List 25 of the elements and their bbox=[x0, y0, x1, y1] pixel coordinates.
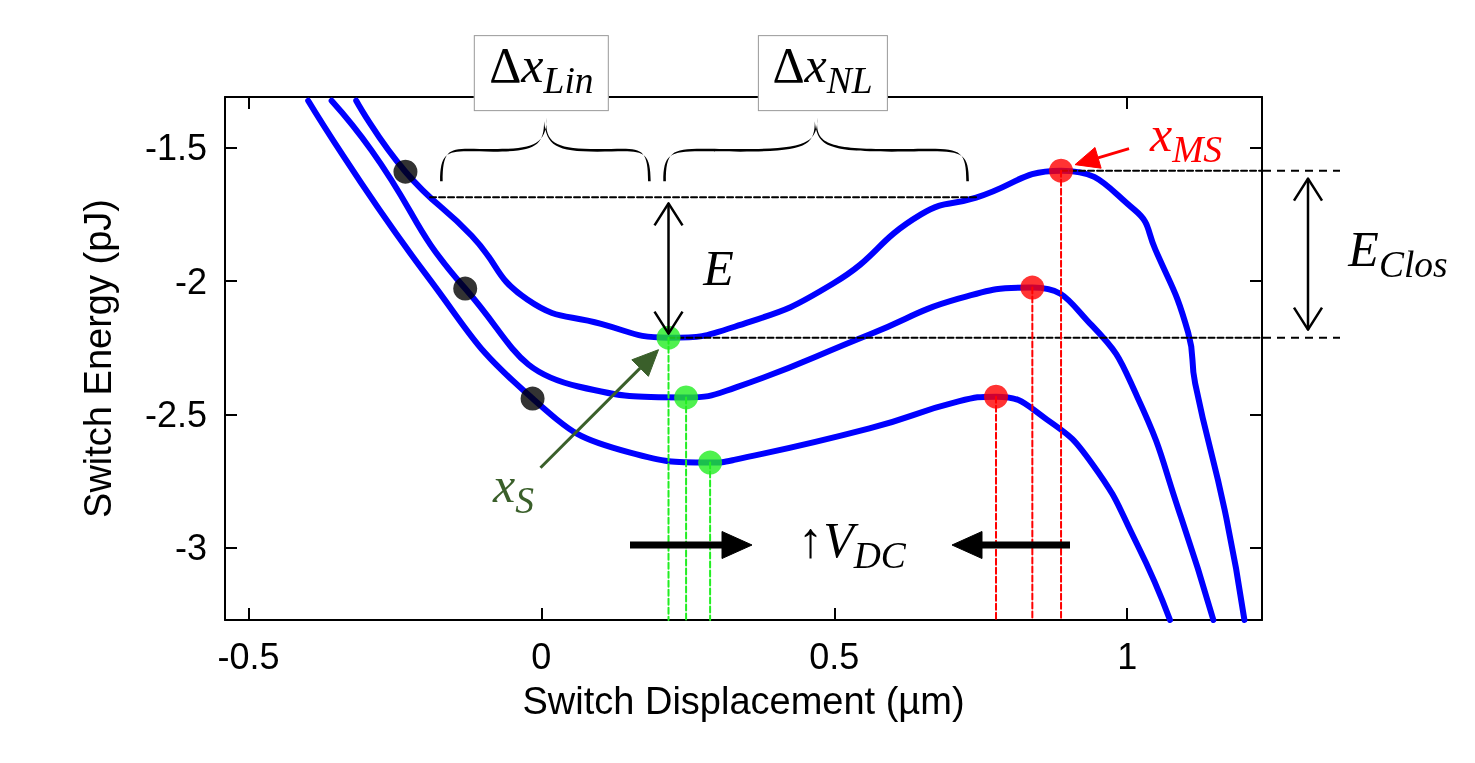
point bbox=[984, 384, 1009, 409]
annotation: x$_{MS}$ bbox=[1149, 105, 1223, 171]
annotation: x$_{S}$ bbox=[493, 456, 534, 522]
y-tick-label: -2 bbox=[174, 260, 207, 302]
point bbox=[520, 386, 545, 411]
annotation: Δx$_{Lin}$ bbox=[474, 35, 609, 112]
point bbox=[698, 450, 723, 475]
x-tick-label: 0 bbox=[531, 635, 552, 677]
y-tick-label: -1.5 bbox=[144, 127, 207, 169]
y-tick-label: -3 bbox=[174, 527, 207, 569]
point bbox=[393, 159, 418, 184]
point bbox=[453, 276, 478, 301]
x-tick-label: 1 bbox=[1117, 635, 1138, 677]
text: E$_{Clos}$ bbox=[1348, 221, 1448, 286]
x-tick-label: -0.5 bbox=[217, 635, 280, 677]
point bbox=[1020, 275, 1045, 300]
x-tick-label: 0.5 bbox=[809, 635, 860, 677]
annotation: Δx$_{NL}$ bbox=[757, 35, 888, 112]
annotation: ↑V$_{DC}$ bbox=[798, 512, 906, 577]
point bbox=[674, 385, 699, 410]
annotation: E bbox=[703, 239, 734, 296]
x-axis-title: Switch Displacement (µm) bbox=[522, 680, 965, 722]
point bbox=[1049, 158, 1074, 183]
y-tick-label: -2.5 bbox=[144, 394, 207, 436]
y-axis-title: Switch Energy (pJ) bbox=[77, 199, 119, 518]
